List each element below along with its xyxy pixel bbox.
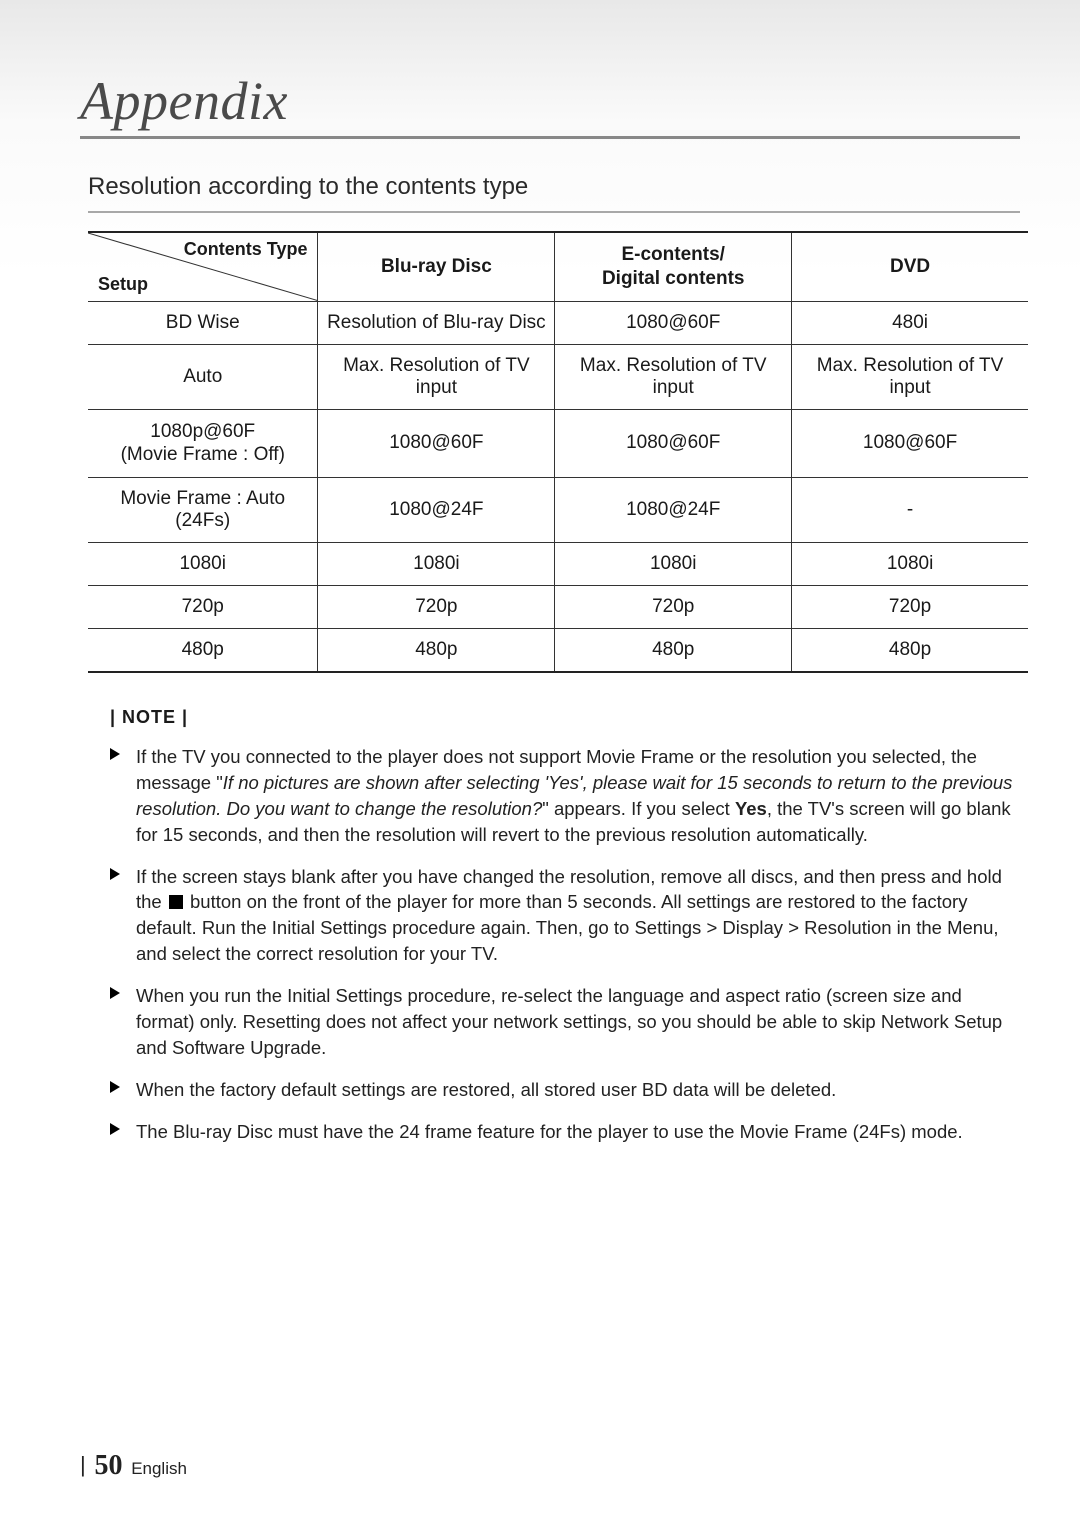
data-cell: 480i (792, 301, 1028, 344)
note-text: If the TV you connected to the player do… (136, 744, 1020, 848)
data-cell: 720p (318, 586, 555, 629)
note2-part-b: button on the front of the player for mo… (136, 891, 999, 964)
note-text: When the factory default settings are re… (136, 1077, 1020, 1103)
setup-cell: 720p (88, 586, 318, 629)
data-cell: Resolution of Blu-ray Disc (318, 301, 555, 344)
data-cell: 1080@60F (792, 409, 1028, 478)
table-row: 480p 480p 480p 480p (88, 629, 1028, 673)
note-text: The Blu-ray Disc must have the 24 frame … (136, 1119, 1020, 1145)
data-cell: 720p (555, 586, 792, 629)
data-cell: 1080@24F (318, 478, 555, 543)
table-row: 1080p@60F (Movie Frame : Off) 1080@60F 1… (88, 409, 1028, 478)
col-header-econtents-line1: E-contents/ (621, 244, 724, 265)
col-header-bluray: Blu-ray Disc (318, 232, 555, 301)
note-text: When you run the Initial Settings proced… (136, 983, 1020, 1061)
setup-cell: 1080i (88, 543, 318, 586)
diag-header-bottom: Setup (98, 274, 148, 295)
data-cell: 1080@60F (555, 301, 792, 344)
col-header-econtents: E-contents/ Digital contents (555, 232, 792, 301)
table-row: 1080i 1080i 1080i 1080i (88, 543, 1028, 586)
note-item: The Blu-ray Disc must have the 24 frame … (110, 1119, 1020, 1145)
note1-part-d: Yes (735, 798, 767, 819)
data-cell: 1080i (318, 543, 555, 586)
triangle-bullet-icon (110, 748, 128, 760)
data-cell: 1080@24F (555, 478, 792, 543)
section-title: Resolution according to the contents typ… (88, 173, 1020, 213)
setup-line2: (Movie Frame : Off) (121, 444, 285, 465)
triangle-bullet-icon (110, 1081, 128, 1093)
page-number: 50 (94, 1450, 122, 1481)
table-row: 720p 720p 720p 720p (88, 586, 1028, 629)
table-row: Movie Frame : Auto (24Fs) 1080@24F 1080@… (88, 478, 1028, 543)
diag-header-top: Contents Type (184, 239, 308, 260)
data-cell: 1080@60F (318, 409, 555, 478)
table-row: Auto Max. Resolution of TV input Max. Re… (88, 344, 1028, 409)
data-cell: Max. Resolution of TV input (555, 344, 792, 409)
resolution-table: Contents Type Setup Blu-ray Disc E-conte… (88, 231, 1028, 673)
data-cell: 480p (792, 629, 1028, 673)
note-item: If the TV you connected to the player do… (110, 744, 1020, 848)
setup-cell: Movie Frame : Auto (24Fs) (88, 478, 318, 543)
note-item: When the factory default settings are re… (110, 1077, 1020, 1103)
footer-language: English (131, 1459, 187, 1478)
data-cell: 480p (318, 629, 555, 673)
triangle-bullet-icon (110, 987, 128, 999)
page-container: Appendix Resolution according to the con… (0, 0, 1080, 1532)
setup-cell: 1080p@60F (Movie Frame : Off) (88, 409, 318, 478)
page-footer: | 50 English (80, 1450, 187, 1482)
data-cell: 480p (555, 629, 792, 673)
data-cell: Max. Resolution of TV input (792, 344, 1028, 409)
triangle-bullet-icon (110, 868, 128, 880)
data-cell: 1080@60F (555, 409, 792, 478)
data-cell: Max. Resolution of TV input (318, 344, 555, 409)
data-cell: 720p (792, 586, 1028, 629)
triangle-bullet-icon (110, 1123, 128, 1135)
note-item: If the screen stays blank after you have… (110, 864, 1020, 968)
note-item: When you run the Initial Settings proced… (110, 983, 1020, 1061)
table-diagonal-header: Contents Type Setup (88, 232, 318, 301)
table-header-row: Contents Type Setup Blu-ray Disc E-conte… (88, 232, 1028, 301)
data-cell: 1080i (792, 543, 1028, 586)
footer-bar: | (80, 1452, 86, 1477)
col-header-dvd: DVD (792, 232, 1028, 301)
note1-part-c: " appears. If you select (542, 798, 735, 819)
notes-list: If the TV you connected to the player do… (110, 744, 1020, 1145)
table-row: BD Wise Resolution of Blu-ray Disc 1080@… (88, 301, 1028, 344)
setup-line1: 1080p@60F (150, 421, 255, 442)
note-text: If the screen stays blank after you have… (136, 864, 1020, 968)
setup-cell: 480p (88, 629, 318, 673)
setup-cell: BD Wise (88, 301, 318, 344)
setup-cell: Auto (88, 344, 318, 409)
col-header-econtents-line2: Digital contents (602, 268, 745, 289)
chapter-title: Appendix (80, 70, 1020, 139)
data-cell: 1080i (555, 543, 792, 586)
stop-button-icon (169, 895, 183, 909)
data-cell: - (792, 478, 1028, 543)
note-header: | NOTE | (110, 707, 1020, 728)
